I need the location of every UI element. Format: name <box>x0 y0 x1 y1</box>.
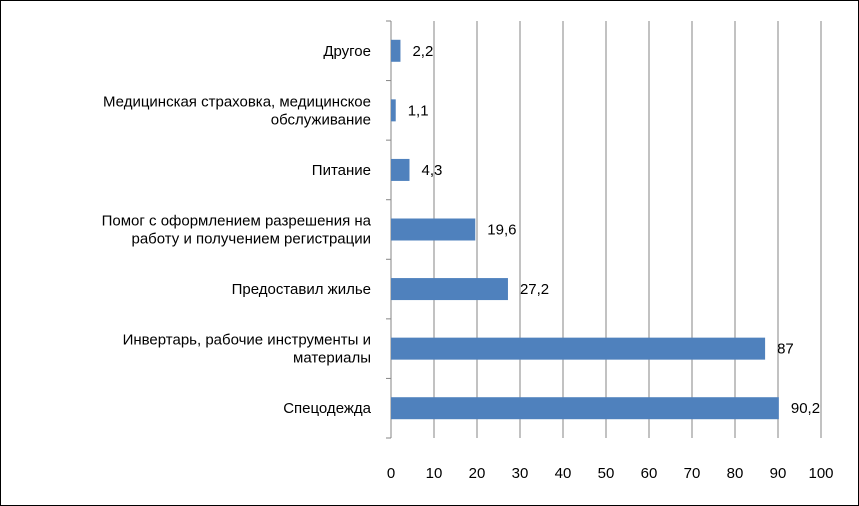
x-tick-label-1: 10 <box>426 465 443 482</box>
category-label-3-line-0: Помог с оформлением разрешения на <box>102 213 372 230</box>
data-label-5: 1,1 <box>408 102 429 119</box>
bar-2 <box>391 278 508 301</box>
category-label-1-line-0: Инвертарь, рабочие инструменты и <box>123 332 371 349</box>
data-label-1: 87 <box>777 341 794 358</box>
data-label-2: 27,2 <box>520 281 549 298</box>
x-tick-label-6: 60 <box>641 465 658 482</box>
bar-1 <box>391 337 766 360</box>
x-tick-label-4: 40 <box>555 465 572 482</box>
category-label-2: Предоставил жилье <box>232 281 371 298</box>
data-label-3: 19,6 <box>487 222 516 239</box>
bar-3 <box>391 218 476 241</box>
bar-4 <box>391 158 410 181</box>
category-label-4: Питание <box>312 162 371 179</box>
category-label-6: Другое <box>323 43 371 60</box>
data-label-6: 2,2 <box>412 43 433 60</box>
x-tick-label-3: 30 <box>512 465 529 482</box>
x-tick-label-7: 70 <box>684 465 701 482</box>
category-label-0: Спецодежда <box>283 400 371 417</box>
x-tick-label-10: 100 <box>808 465 833 482</box>
data-label-4: 4,3 <box>421 162 442 179</box>
category-label-3-line-1: работу и получением регистрации <box>131 231 371 248</box>
bar-0 <box>391 397 779 420</box>
bar-6 <box>391 39 401 62</box>
x-tick-label-9: 90 <box>770 465 787 482</box>
x-tick-label-5: 50 <box>598 465 615 482</box>
x-tick-label-2: 20 <box>469 465 486 482</box>
data-label-0: 90,2 <box>791 400 820 417</box>
x-tick-label-0: 0 <box>387 465 395 482</box>
x-tick-label-8: 80 <box>727 465 744 482</box>
category-label-5-line-0: Медицинская страховка, медицинское <box>103 93 371 110</box>
category-label-5-line-1: обслуживание <box>271 111 371 128</box>
category-label-1-line-1: материалы <box>293 350 371 367</box>
bar-5 <box>391 99 396 122</box>
